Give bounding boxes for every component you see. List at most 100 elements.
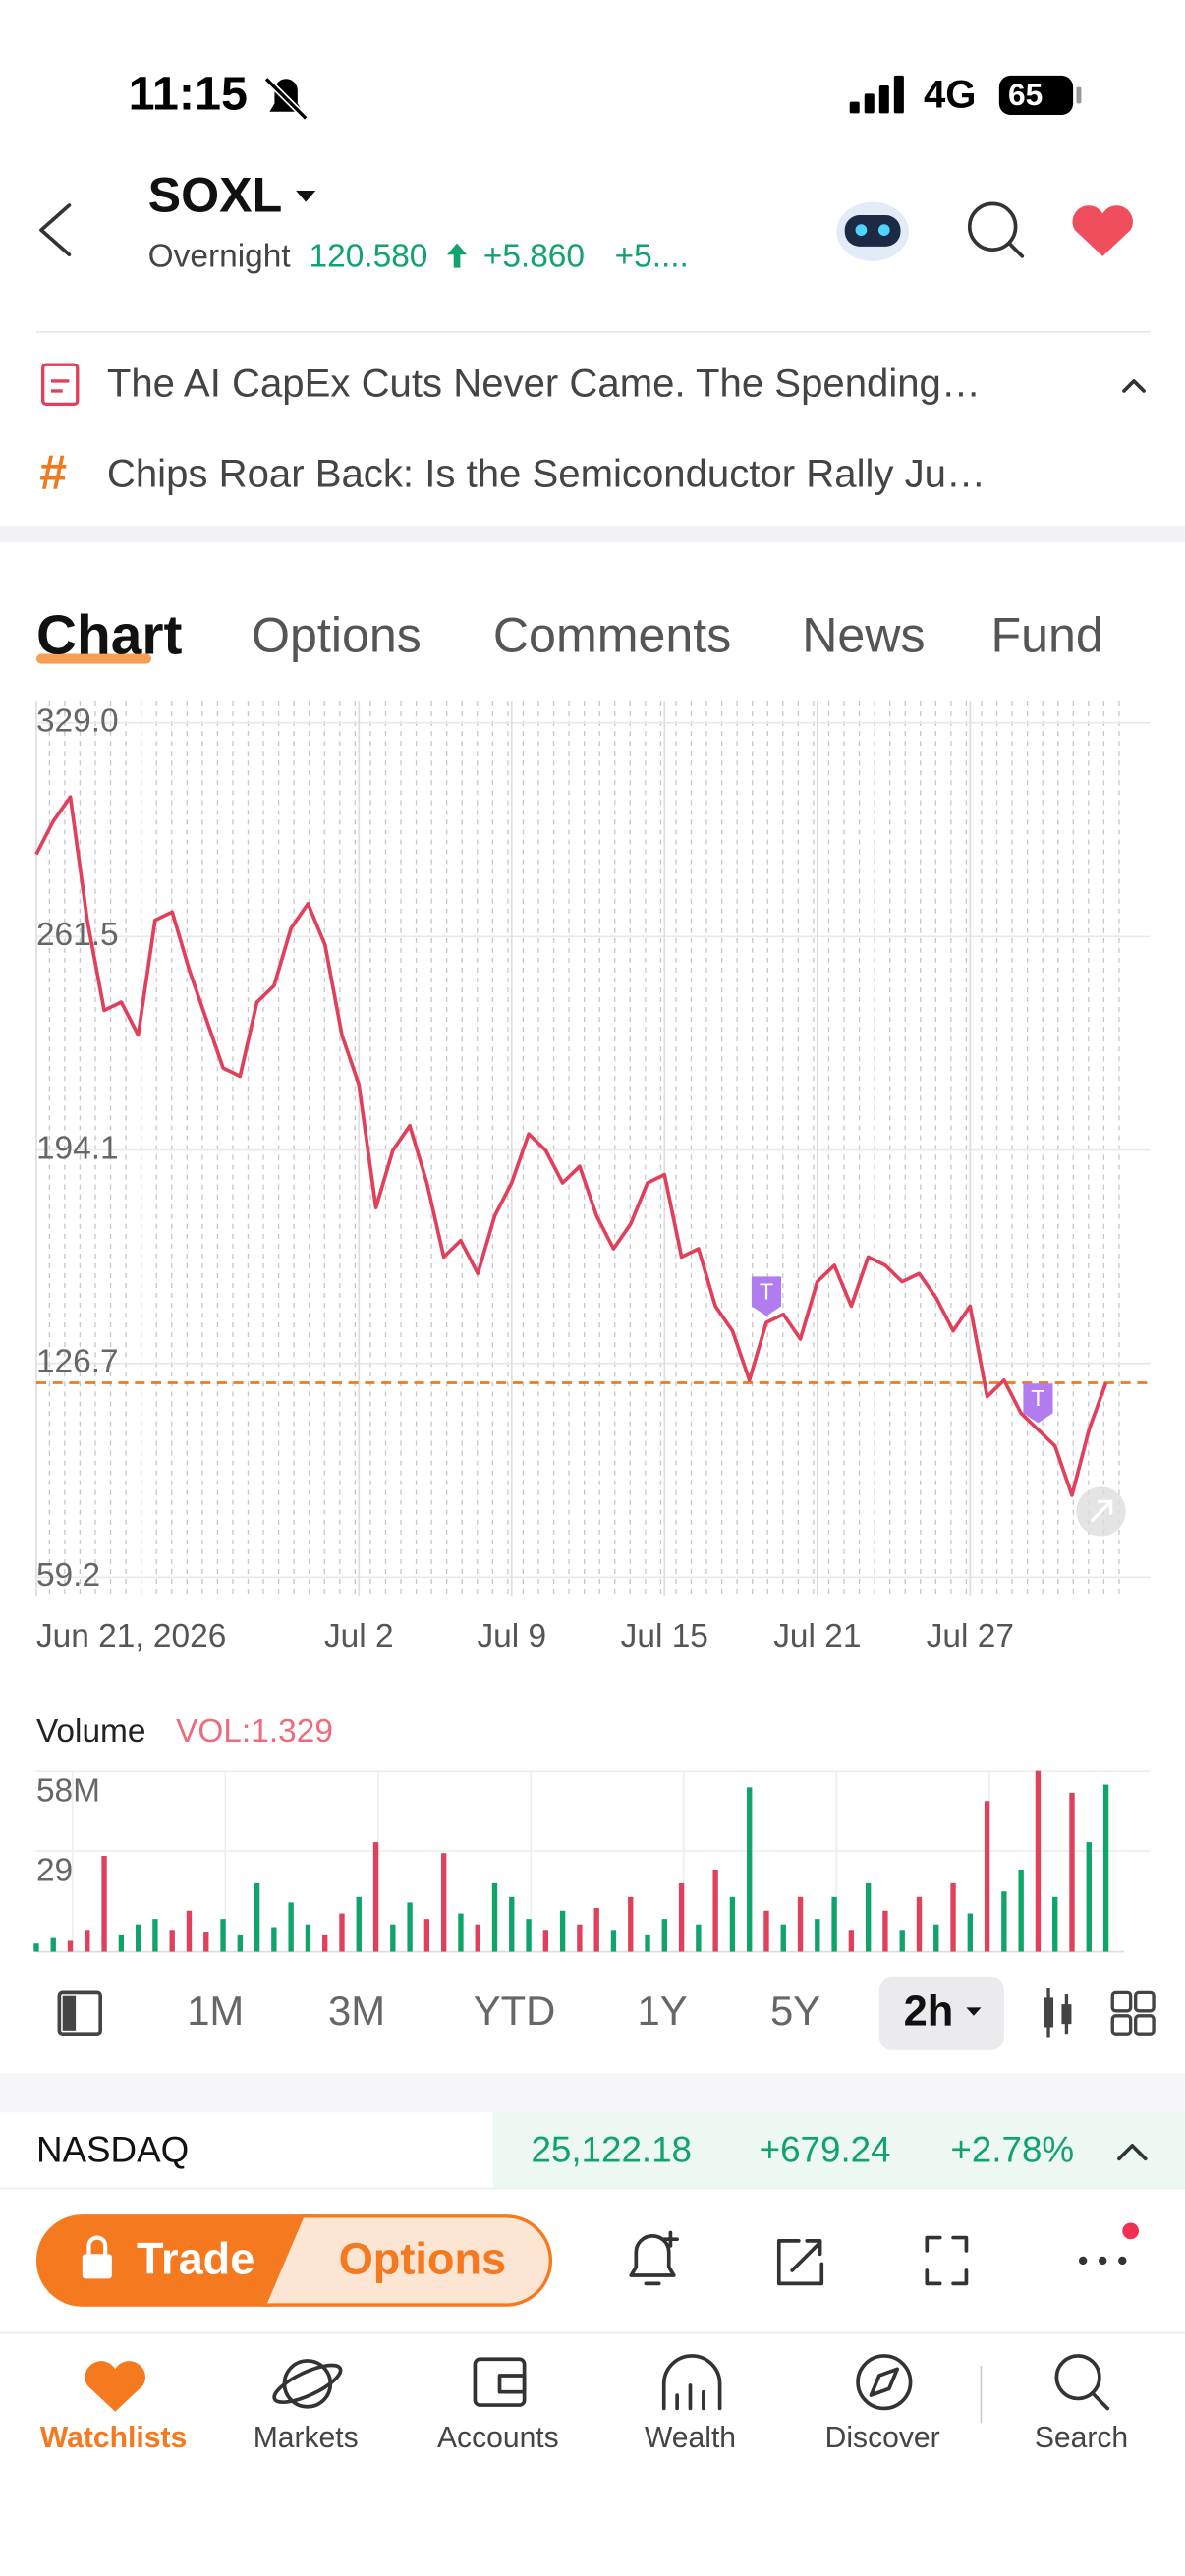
period[interactable]: 5Y bbox=[770, 1988, 820, 2034]
volume-bar bbox=[288, 1902, 294, 1952]
y-tick-label: 329.0 bbox=[36, 703, 119, 740]
candle-toggle[interactable] bbox=[1044, 1988, 1072, 2038]
volume-bar bbox=[1001, 1891, 1007, 1952]
tab[interactable]: Comments bbox=[493, 608, 731, 663]
topic-icon: # bbox=[39, 445, 67, 500]
nav-item[interactable]: Accounts bbox=[437, 2422, 559, 2454]
volume-bar bbox=[747, 1787, 753, 1952]
volume-bar bbox=[271, 1927, 277, 1952]
price-chart: 329.0 261.5 194.1 126.7 59.2 Jun 21, 2026 Jul … bbox=[34, 701, 1151, 1654]
options-button[interactable] bbox=[261, 2214, 553, 2307]
up-arrow bbox=[447, 243, 468, 268]
y-tick-label: 59.2 bbox=[36, 1557, 100, 1594]
index-expand[interactable] bbox=[1117, 2144, 1148, 2161]
layout-toggle[interactable] bbox=[1110, 1990, 1156, 2036]
volume-bar bbox=[899, 1930, 905, 1952]
trade-label: Trade bbox=[137, 2234, 254, 2284]
volume-bar bbox=[491, 1882, 498, 1952]
volume-bar bbox=[305, 1924, 311, 1952]
trade-button[interactable] bbox=[35, 2214, 312, 2307]
volume-bar bbox=[1086, 1842, 1092, 1952]
period-dropdown[interactable] bbox=[966, 2007, 982, 2016]
period[interactable]: 3M bbox=[328, 1988, 385, 2034]
period[interactable]: YTD bbox=[474, 1988, 556, 2034]
x-tick-label: Jul 15 bbox=[621, 1618, 708, 1654]
battery-level: 65 bbox=[1008, 77, 1043, 112]
volume-bar bbox=[559, 1910, 566, 1952]
assistant-icon[interactable] bbox=[836, 201, 909, 261]
nav-item[interactable]: Wealth bbox=[645, 2422, 736, 2454]
network-label: 4G bbox=[924, 72, 977, 116]
volume-bar bbox=[33, 1943, 39, 1952]
tab[interactable]: Options bbox=[252, 608, 422, 663]
share-button[interactable] bbox=[776, 2239, 824, 2286]
sidebar-toggle[interactable] bbox=[57, 1990, 103, 2037]
tab-active[interactable]: Chart bbox=[36, 604, 183, 666]
nav-item-active[interactable]: Watchlists bbox=[40, 2422, 187, 2454]
news-headline[interactable]: Chips Roar Back: Is the Semiconductor Ra… bbox=[107, 452, 986, 496]
volume-bar bbox=[1102, 1784, 1109, 1952]
change: +5.860 bbox=[483, 238, 585, 274]
price: 120.580 bbox=[310, 238, 428, 274]
volume-bar bbox=[610, 1930, 617, 1952]
index-change: +679.24 bbox=[760, 2129, 891, 2169]
tab[interactable]: News bbox=[802, 608, 925, 663]
symbol-dropdown[interactable] bbox=[296, 190, 316, 202]
volume-bar bbox=[678, 1882, 685, 1952]
index-highlight bbox=[492, 2112, 1185, 2189]
volume-bar bbox=[118, 1934, 125, 1952]
y-tick-label: 261.5 bbox=[36, 917, 119, 953]
expand-chart[interactable] bbox=[1076, 1486, 1126, 1537]
volume-bar bbox=[1069, 1792, 1075, 1952]
lock-icon bbox=[82, 2235, 112, 2279]
index-name: NASDAQ bbox=[36, 2129, 189, 2169]
volume-bar bbox=[933, 1924, 939, 1952]
volume-bar bbox=[135, 1924, 141, 1952]
news-headline[interactable]: The AI CapEx Cuts Never Came. The Spendi… bbox=[107, 362, 981, 406]
volume-bar bbox=[577, 1924, 583, 1952]
signal-icon bbox=[849, 75, 904, 114]
nav-item[interactable]: Markets bbox=[254, 2422, 359, 2454]
period[interactable]: 1M bbox=[187, 1988, 244, 2034]
fullscreen-button[interactable] bbox=[925, 2235, 969, 2286]
volume-bar bbox=[780, 1924, 786, 1952]
search-button[interactable] bbox=[967, 201, 1025, 258]
volume-bar bbox=[815, 1919, 820, 1952]
volume-chart: 58M 29 bbox=[33, 1770, 1151, 1953]
volume-bar bbox=[950, 1882, 956, 1952]
volume-bar bbox=[628, 1896, 634, 1952]
more-button[interactable] bbox=[1078, 2256, 1127, 2266]
volume-bar bbox=[390, 1924, 396, 1952]
back-button[interactable] bbox=[39, 203, 72, 257]
section-gap bbox=[0, 526, 1185, 542]
period-active[interactable]: 2h bbox=[904, 1988, 954, 2036]
x-tick-label: Jul 9 bbox=[477, 1618, 546, 1654]
tab[interactable]: Fund bbox=[991, 608, 1103, 663]
volume-bar bbox=[984, 1801, 990, 1952]
symbol[interactable]: SOXL bbox=[148, 168, 283, 223]
volume-bar bbox=[203, 1932, 209, 1952]
collapse-news[interactable] bbox=[1122, 379, 1146, 393]
favorite-button[interactable] bbox=[1072, 205, 1133, 256]
volume-title: Volume bbox=[36, 1713, 146, 1750]
volume-bar bbox=[797, 1896, 804, 1952]
nav-icon bbox=[661, 2354, 722, 2411]
nav-item[interactable]: Search bbox=[1035, 2422, 1128, 2454]
x-tick-label: Jul 2 bbox=[324, 1618, 394, 1654]
volume-bar bbox=[85, 1930, 90, 1952]
volume-bar bbox=[882, 1910, 888, 1952]
battery-tip bbox=[1076, 86, 1082, 104]
volume-bar bbox=[356, 1896, 362, 1952]
alert-button[interactable] bbox=[629, 2230, 679, 2286]
volume-bar bbox=[50, 1937, 56, 1952]
volume-bar bbox=[339, 1913, 345, 1952]
volume-subtitle: VOL:1.329 bbox=[176, 1713, 333, 1750]
event-marker bbox=[1023, 1383, 1053, 1424]
nav-item[interactable]: Discover bbox=[825, 2422, 940, 2454]
volume-bar bbox=[475, 1924, 480, 1952]
y-tick-label: 29 bbox=[36, 1853, 73, 1889]
period[interactable]: 1Y bbox=[638, 1988, 688, 2034]
volume-bar bbox=[186, 1910, 193, 1952]
volume-bar bbox=[372, 1842, 379, 1952]
